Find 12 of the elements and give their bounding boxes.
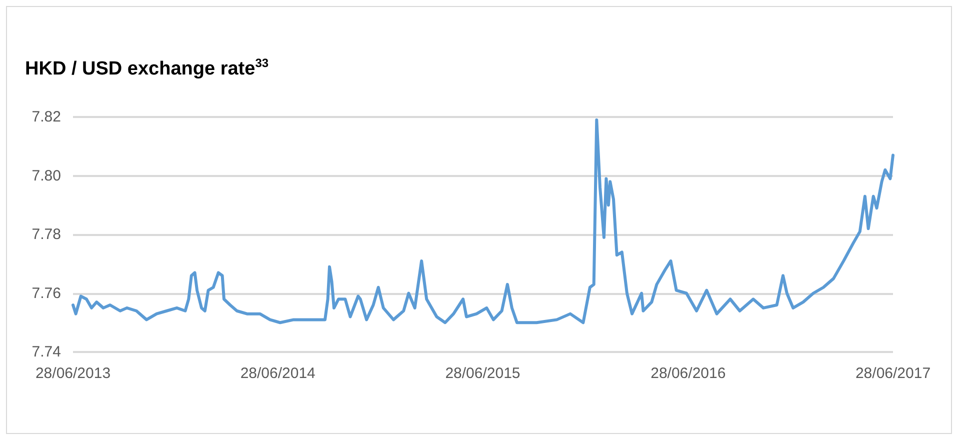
x-tick-label: 28/06/2013 xyxy=(35,365,111,382)
chart-title: HKD / USD exchange rate$^{33}$ xyxy=(25,56,269,80)
y-tick-label: 7.78 xyxy=(32,226,61,243)
y-tick-label: 7.80 xyxy=(32,167,61,184)
y-tick-label: 7.76 xyxy=(32,284,61,302)
x-tick-label: 28/06/2016 xyxy=(650,365,726,382)
x-tick-label: 28/06/2015 xyxy=(445,365,520,382)
x-tick-label: 28/06/2017 xyxy=(855,365,931,382)
x-tick-label: 28/06/2014 xyxy=(240,365,316,382)
line-series xyxy=(72,118,894,324)
y-tick-label: 7.74 xyxy=(32,344,61,360)
y-tick-label: 7.82 xyxy=(32,108,61,126)
